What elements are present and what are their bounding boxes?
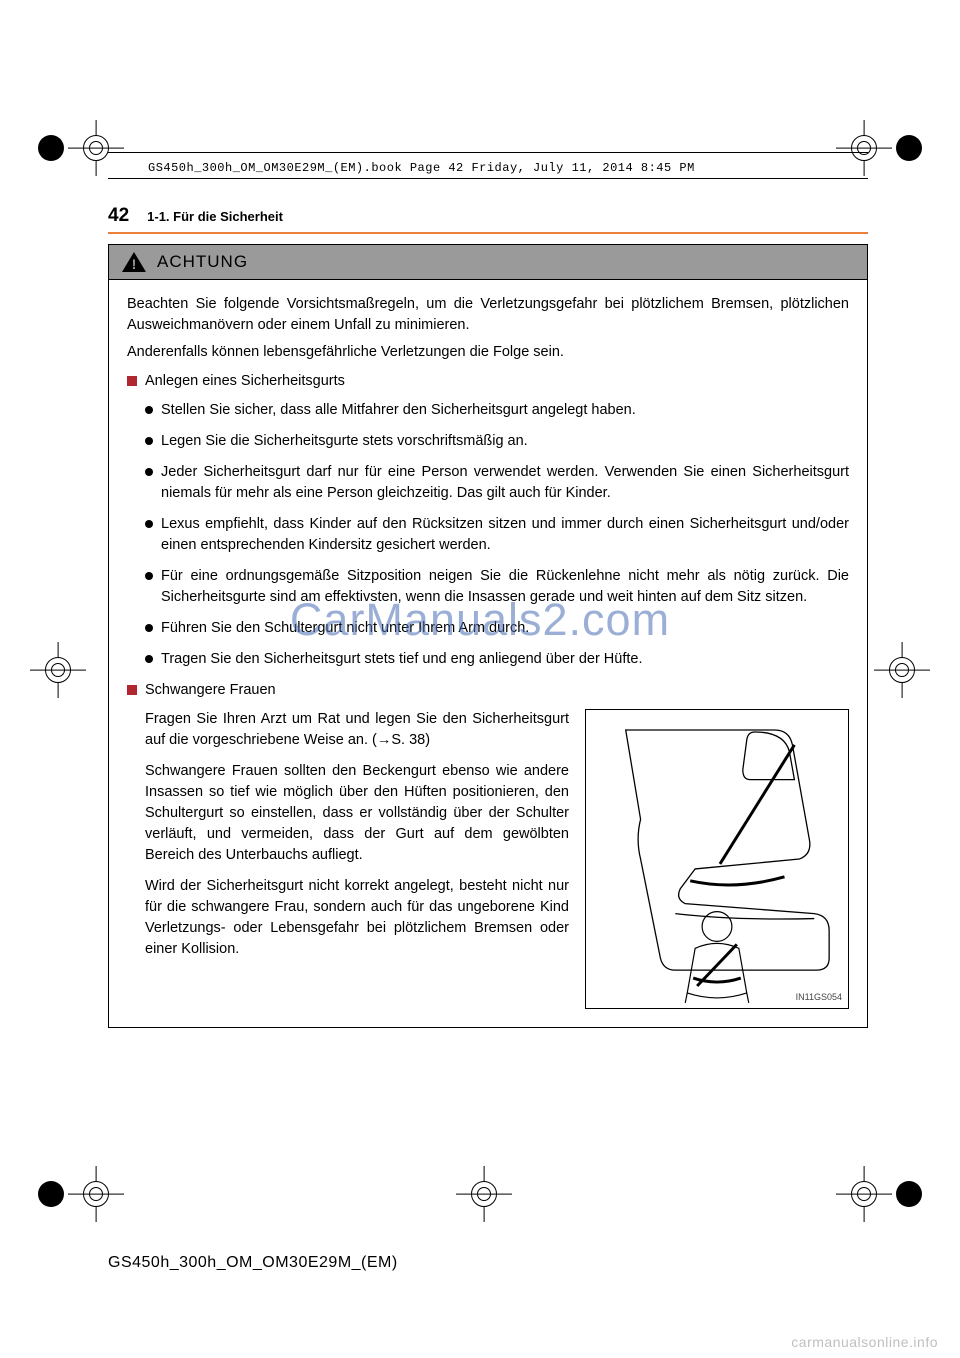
- pregnant-row: Fragen Sie Ihren Arzt um Rat und legen S…: [127, 709, 849, 1009]
- build-filepath: GS450h_300h_OM_OM30E29M_(EM).book Page 4…: [148, 161, 695, 175]
- footer-code: GS450h_300h_OM_OM30E29M_(EM): [108, 1254, 398, 1272]
- pregnant-p3: Wird der Sicherheitsgurt nicht korrekt a…: [145, 876, 569, 960]
- crop-mark-bot-right: [836, 1166, 922, 1222]
- pregnant-text: Fragen Sie Ihren Arzt um Rat und legen S…: [127, 709, 569, 1009]
- pregnant-p2: Schwangere Frauen sollten den Beckengurt…: [145, 761, 569, 866]
- bullet-item: Stellen Sie sicher, dass alle Mitfahrer …: [145, 400, 849, 421]
- caution-box: ! ACHTUNG Beachten Sie folgende Vorsicht…: [108, 244, 868, 1028]
- bullet-item: Legen Sie die Sicherheitsgurte stets vor…: [145, 431, 849, 452]
- running-head: 42 1-1. Für die Sicherheit: [108, 205, 868, 234]
- subsection-seatbelt-title: Anlegen eines Sicherheitsgurts: [145, 371, 345, 392]
- figure-id: IN11GS054: [796, 991, 842, 1004]
- pregnant-figure: IN11GS054: [585, 709, 849, 1009]
- seatbelt-bullets: Stellen Sie sicher, dass alle Mitfahrer …: [127, 400, 849, 670]
- crop-mark-bot-mid: [456, 1166, 512, 1222]
- crop-mark-top-left: [38, 120, 124, 176]
- filepath-rule-top: [108, 152, 868, 153]
- caution-intro-1: Beachten Sie folgende Vorsichtsmaßregeln…: [127, 294, 849, 336]
- section-title: 1-1. Für die Sicherheit: [147, 209, 283, 224]
- page-number: 42: [108, 205, 129, 227]
- caution-title: ACHTUNG: [157, 252, 248, 272]
- bullet-item: Tragen Sie den Sicherheitsgurt stets tie…: [145, 649, 849, 670]
- subsection-seatbelt: Anlegen eines Sicherheitsgurts: [127, 371, 849, 392]
- bullet-item: Führen Sie den Schultergurt nicht unter …: [145, 618, 849, 639]
- caution-header: ! ACHTUNG: [109, 245, 867, 280]
- caution-intro-2: Anderenfalls können lebensgefährliche Ve…: [127, 342, 849, 363]
- pregnant-p1: Fragen Sie Ihren Arzt um Rat und legen S…: [145, 709, 569, 751]
- subsection-pregnant-title: Schwangere Frauen: [145, 680, 276, 701]
- crop-mark-bot-left: [38, 1166, 124, 1222]
- orange-rule: [108, 232, 868, 234]
- filepath-rule-bot: [108, 178, 868, 179]
- page-content: 42 1-1. Für die Sicherheit ! ACHTUNG Bea…: [108, 205, 868, 1028]
- red-square-icon: [127, 376, 137, 386]
- svg-text:!: !: [132, 256, 137, 272]
- bullet-item: Lexus empfiehlt, dass Kinder auf den Rüc…: [145, 514, 849, 556]
- warning-triangle-icon: !: [121, 251, 147, 273]
- bullet-item: Für eine ordnungsgemäße Sitzposition nei…: [145, 566, 849, 608]
- crop-mark-mid-right: [874, 642, 930, 698]
- caution-body: Beachten Sie folgende Vorsichtsmaßregeln…: [109, 280, 867, 1027]
- bullet-item: Jeder Sicherheitsgurt darf nur für eine …: [145, 462, 849, 504]
- crop-mark-top-right: [836, 120, 922, 176]
- red-square-icon: [127, 685, 137, 695]
- footer-watermark: carmanualsonline.info: [791, 1334, 938, 1350]
- crop-mark-mid-left: [30, 642, 86, 698]
- subsection-pregnant: Schwangere Frauen: [127, 680, 849, 701]
